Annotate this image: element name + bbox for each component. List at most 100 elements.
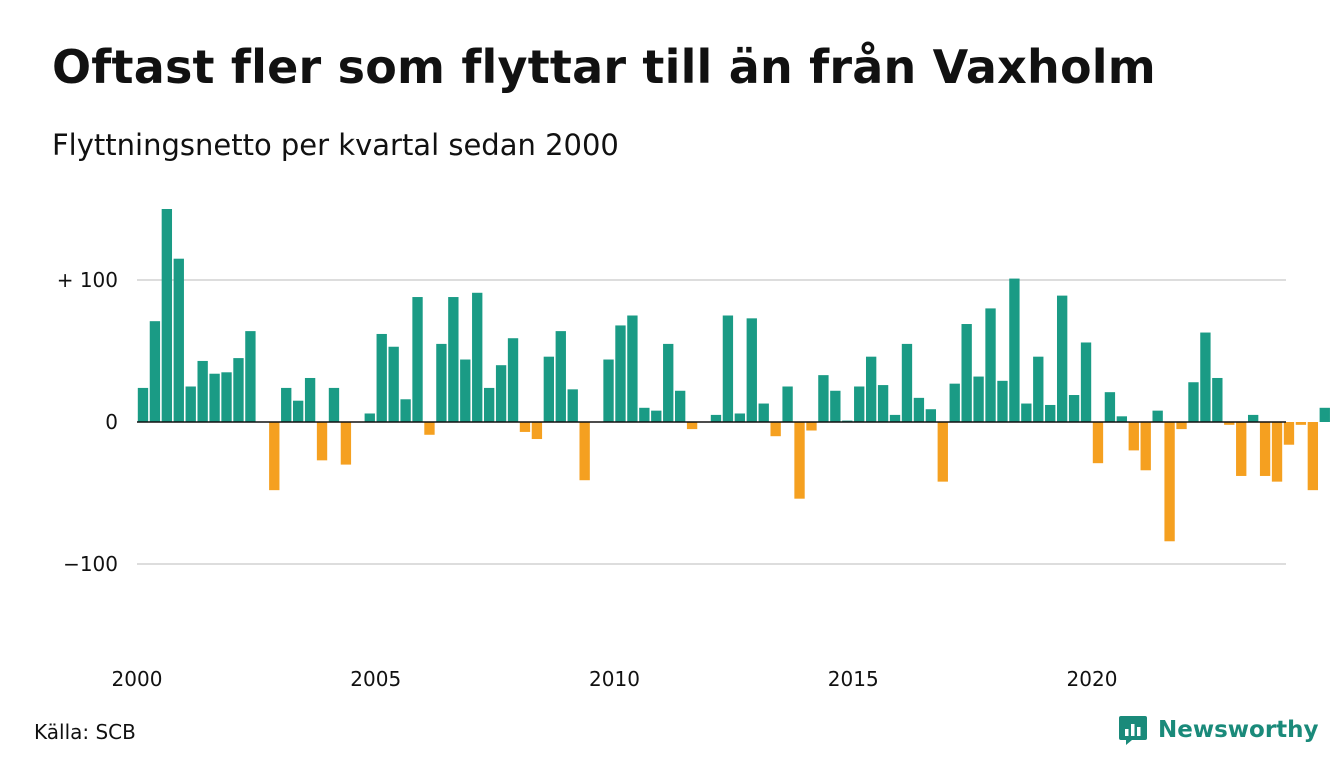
- bar-2011K1: [663, 343, 674, 422]
- y-tick-label: 0: [105, 410, 118, 434]
- bar-2018K4: [1033, 356, 1044, 422]
- bar-2013K3: [782, 386, 793, 422]
- bar-2000K2: [149, 321, 161, 422]
- bar-2004K4: [364, 413, 375, 422]
- bar-2020K2: [1104, 392, 1116, 422]
- bar-2015K2: [865, 356, 877, 422]
- bar-2019K1: [1045, 404, 1056, 422]
- bar-2006K4: [460, 359, 471, 422]
- bar-2004K1: [328, 387, 340, 422]
- bar-2007K1: [472, 292, 483, 422]
- bar-2015K4: [889, 414, 901, 422]
- bar-2003K4: [316, 422, 328, 461]
- bar-chart: + 100 0 −100 2000 2005 2010 2015 2020: [57, 209, 1330, 691]
- bar-2018K2: [1009, 278, 1020, 422]
- bar-2000K1: [137, 387, 149, 422]
- bar-2017K1: [949, 383, 960, 422]
- bar-2005K3: [400, 399, 411, 422]
- bar-2012K4: [746, 318, 757, 422]
- y-tick-label: −100: [63, 552, 118, 576]
- x-tick-label: 2010: [589, 667, 640, 691]
- chart-subtitle: Flyttningsnetto per kvartal sedan 2000: [52, 128, 619, 162]
- bar-2015K3: [877, 385, 889, 422]
- bar-2016K4: [937, 422, 948, 482]
- bar-2007K2: [483, 387, 495, 422]
- bar-2020K3: [1116, 416, 1128, 422]
- bar-2010K2: [627, 315, 638, 422]
- bar-2000K3: [161, 209, 173, 422]
- bar-2005K4: [412, 297, 423, 422]
- bar-undefined: [1307, 422, 1319, 491]
- bar-2011K3: [686, 422, 698, 430]
- bar-2017K3: [973, 376, 984, 422]
- bar-2013K1: [758, 403, 769, 422]
- bar-2016K3: [925, 409, 937, 422]
- bar-2005K1: [376, 333, 387, 422]
- bar-2017K2: [961, 324, 972, 422]
- bar-2009K1: [567, 389, 578, 422]
- bar-2002K4: [269, 422, 280, 491]
- bar-2006K3: [448, 297, 459, 422]
- bar-2021K3: [1164, 422, 1175, 542]
- bar-2002K2: [245, 331, 256, 422]
- bar-2006K2: [436, 343, 447, 422]
- bar-2022K2: [1200, 332, 1211, 422]
- bar-2011K2: [674, 390, 686, 422]
- brand-name: Newsworthy: [1158, 717, 1319, 743]
- bar-2023K4: [1271, 422, 1283, 482]
- bar-2023K1: [1236, 422, 1247, 476]
- bar-2003K3: [304, 377, 316, 422]
- x-axis-ticks: 2000 2005 2010 2015 2020: [112, 667, 1118, 691]
- bar-2012K3: [734, 413, 746, 422]
- bar-2016K2: [913, 397, 925, 422]
- bar-2003K2: [292, 400, 304, 422]
- bar-2019K2: [1056, 295, 1068, 422]
- y-axis-ticks: + 100 0 −100: [57, 268, 118, 576]
- bar-2014K3: [830, 390, 841, 422]
- bar-2022K1: [1188, 382, 1199, 422]
- gridlines: [137, 279, 1286, 565]
- bar-2004K2: [340, 422, 352, 465]
- bar-2001K1: [185, 386, 196, 422]
- bar-2019K3: [1068, 395, 1080, 422]
- bar-2016K1: [901, 343, 913, 422]
- x-tick-label: 2000: [112, 667, 163, 691]
- bar-2018K3: [1021, 403, 1032, 422]
- bar-2022K3: [1212, 377, 1223, 422]
- bar-2010K1: [615, 325, 626, 422]
- bar-2023K3: [1259, 422, 1271, 476]
- bar-2005K2: [388, 346, 399, 422]
- bar-2012K2: [722, 315, 734, 422]
- bar-2023K2: [1247, 414, 1259, 422]
- x-tick-label: 2005: [350, 667, 401, 691]
- bar-2001K3: [209, 373, 220, 422]
- bar-2008K1: [519, 422, 531, 432]
- bar-2008K2: [531, 422, 543, 440]
- newsworthy-logo: Newsworthy: [1118, 714, 1319, 746]
- bar-2017K4: [985, 308, 996, 422]
- bar-2014K1: [806, 422, 817, 431]
- bar-2001K4: [221, 372, 232, 422]
- bar-2020K1: [1092, 422, 1104, 464]
- bar-2010K3: [639, 407, 650, 422]
- x-tick-label: 2015: [828, 667, 879, 691]
- bar-2010K4: [651, 410, 662, 422]
- source-note: Källa: SCB: [34, 720, 136, 744]
- bar-undefined: [1295, 422, 1307, 425]
- bar-2012K1: [710, 414, 722, 422]
- bar-2007K3: [495, 365, 507, 422]
- bar-2008K4: [555, 331, 566, 422]
- bar-2014K2: [818, 375, 829, 422]
- bar-2002K1: [233, 358, 244, 422]
- bar-2006K1: [424, 422, 435, 435]
- bars: [137, 209, 1330, 542]
- bar-2008K3: [543, 356, 555, 422]
- bar-2021K4: [1176, 422, 1187, 430]
- bar-2003K1: [281, 387, 292, 422]
- bar-2018K1: [997, 380, 1008, 422]
- newsworthy-icon: [1119, 716, 1147, 745]
- bar-2020K4: [1128, 422, 1139, 451]
- bar-2015K1: [854, 386, 865, 422]
- bar-2013K2: [770, 422, 781, 437]
- bar-undefined: [1319, 407, 1330, 422]
